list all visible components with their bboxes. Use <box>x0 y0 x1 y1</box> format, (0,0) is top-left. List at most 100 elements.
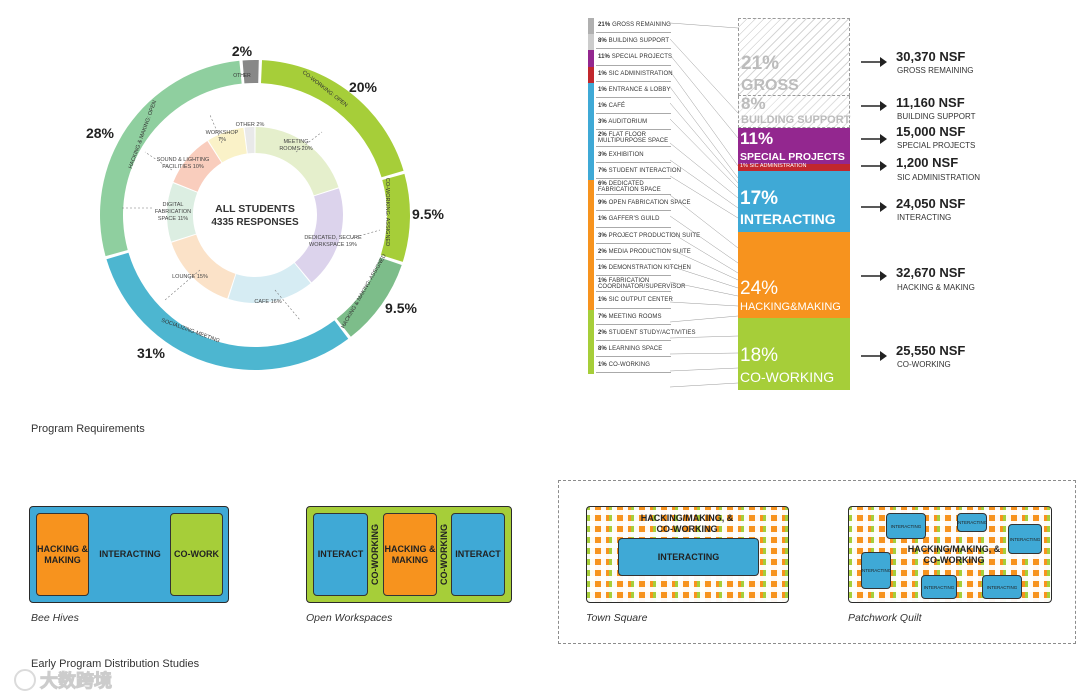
program-list-item: 1% DEMONSTRATION KITCHEN <box>598 265 691 271</box>
stack-hack-label: HACKING&MAKING <box>740 301 841 313</box>
program-list-color-bar <box>588 358 594 375</box>
stack-special-pct: 11% <box>740 129 774 148</box>
program-list-rule <box>596 210 671 212</box>
program-list-color-bar <box>588 18 594 35</box>
open-interact-left: INTERACT <box>313 513 368 596</box>
nsf-value-coworking: 25,550 NSF <box>896 343 966 358</box>
open-hack-block: HACKING & MAKING <box>383 513 437 596</box>
donut-leader-line <box>144 151 173 171</box>
stack-interact-label: INTERACTING <box>740 211 836 227</box>
program-list-rule <box>596 97 671 98</box>
nsf-value-interacting: 24,050 NSF <box>896 196 966 211</box>
caption-patchwork-quilt: Patchwork Quilt <box>848 612 922 624</box>
donut-leader-line <box>351 229 381 239</box>
program-list-color-bar <box>588 66 594 83</box>
program-list-item: 7% STUDENT INTERACTION <box>598 167 682 174</box>
stack-hacking: 24% HACKING&MAKING <box>738 232 850 318</box>
donut-inner-segment-3 <box>171 234 236 299</box>
nsf-arrows <box>861 57 887 361</box>
study-open-workspaces: INTERACT CO-WORKING HACKING & MAKING CO-… <box>306 506 512 603</box>
program-list-rule <box>596 307 671 309</box>
donut-outer-segment-4 <box>100 60 242 257</box>
stack-interacting: 17% INTERACTING <box>738 171 850 232</box>
quilt-tile-3: INTERACTING <box>1008 524 1042 554</box>
stack-interact-pct: 17% <box>740 188 779 209</box>
program-list-color-bar <box>588 180 594 197</box>
watermark-text: 大数跨境 <box>40 671 113 692</box>
nsf-label-special: SPECIAL PROJECTS <box>897 141 976 150</box>
open-cowork-left: CO-WORKING <box>369 524 380 585</box>
nsf-label-interacting: INTERACTING <box>897 213 952 222</box>
program-list-item: 1% CAFÉ <box>598 103 626 109</box>
pct-label-hack-assigned: 9.5% <box>385 300 417 316</box>
inner-label-other: OTHER 2% <box>236 122 265 128</box>
stack-support-label: BUILDING SUPPORT <box>741 114 851 126</box>
caption-open-workspaces: Open Workspaces <box>306 612 393 624</box>
donut-leader-lines <box>122 114 381 321</box>
program-list-item: 3% EXHIBITION <box>598 151 644 158</box>
donut-leader-line <box>295 131 323 153</box>
donut-outer-segment-2 <box>336 257 402 337</box>
donut-leader-line <box>274 289 301 321</box>
donut-leader-line <box>209 114 223 144</box>
inner-label-sound: SOUND & LIGHTING FACILITIES 10% <box>157 157 210 170</box>
stack-support-pct: 8% <box>741 94 766 113</box>
donut-inner-segment-2 <box>228 263 311 303</box>
open-cowork-right: CO-WORKING <box>438 524 449 585</box>
inner-label-lounge: LOUNGE 15% <box>172 274 208 280</box>
program-list-color-bar <box>588 342 594 359</box>
program-list-rule <box>596 178 671 179</box>
pct-label-cowork-assigned: 9.5% <box>412 206 444 222</box>
program-list-color-bar <box>588 261 594 278</box>
inner-label-digital: DIGITAL FABRICATION SPACE 11% <box>155 202 191 222</box>
program-list-item: 3% AUDITORIUM <box>598 119 648 126</box>
program-list-rule <box>596 129 671 131</box>
pct-label-socializing: 31% <box>137 345 166 361</box>
study-town-square: HACKING/MAKING, & CO-WORKING INTERACTING <box>586 506 789 603</box>
stack-admin-label: 1% SIC ADMINISTRATION <box>740 163 807 169</box>
study-bee-hives: HACKING & MAKING INTERACTING CO-WORK <box>29 506 229 603</box>
pct-label-cowork-open: 20% <box>349 79 378 95</box>
program-list-item: 8% LEARNING SPACE <box>598 346 663 352</box>
program-list-color-bar <box>588 131 594 148</box>
program-list-item: 6% DEDICATED FABRICATION SPACE <box>598 181 661 193</box>
program-list-item: 7% MEETING ROOMS <box>598 313 662 320</box>
band-label-other: OTHER <box>233 73 251 79</box>
nsf-label-gross: GROSS REMAINING <box>897 66 974 75</box>
town-interact-block: INTERACTING <box>618 538 759 576</box>
nsf-value-gross: 30,370 NSF <box>896 49 966 64</box>
stack-cowork-label: CO-WORKING <box>740 369 835 385</box>
program-list-item: 2% STUDENT STUDY/ACTIVITIES <box>598 329 696 336</box>
stack-gross: 21% GROSS <box>738 18 850 96</box>
bee-interact-label: INTERACTING <box>99 549 161 559</box>
nsf-label-hacking: HACKING & MAKING <box>897 283 975 292</box>
nsf-label-support: BUILDING SUPPORT <box>897 112 976 121</box>
program-requirements-title: Program Requirements <box>31 423 145 435</box>
program-list-color-bar <box>588 99 594 116</box>
nsf-value-admin: 1,200 NSF <box>896 155 959 170</box>
study-patchwork-quilt: INTERACTING INTERACTING INTERACTING HACK… <box>848 506 1052 603</box>
caption-town-square: Town Square <box>586 612 648 624</box>
program-list-rule <box>596 275 671 277</box>
program-list-item: 1% FABRICATION COORDINATOR/SUPERVISOR <box>598 278 686 291</box>
program-list-color-bar <box>588 277 594 294</box>
program-list-color-bar <box>588 115 594 132</box>
program-list-color-bar <box>588 196 594 213</box>
program-list-item: 9% OPEN FABRICATION SPACE <box>598 200 691 207</box>
nsf-value-support: 11,160 NSF <box>896 95 965 110</box>
program-list-color-bar <box>588 244 594 261</box>
program-list-rule <box>596 323 671 325</box>
program-list-item: 2% FLAT FLOOR MULTIPURPOSE SPACE <box>598 132 669 145</box>
quilt-tile-2: INTERACTING <box>957 513 987 532</box>
donut-outer-segment-1 <box>380 173 411 262</box>
donut-inner-ring <box>167 127 343 303</box>
stack-cowork-pct: 18% <box>740 345 779 366</box>
program-list-rule <box>596 259 671 260</box>
donut-outer-segment-5 <box>242 60 259 84</box>
program-list-rule <box>596 64 671 66</box>
stack-coworking: 18% CO-WORKING <box>738 318 850 390</box>
quilt-tile-1: INTERACTING <box>886 513 926 539</box>
program-list-item: 2% MEDIA PRODUCTION SUITE <box>598 248 691 255</box>
program-list-color-bar <box>588 293 594 310</box>
program-list-rule <box>596 161 671 163</box>
